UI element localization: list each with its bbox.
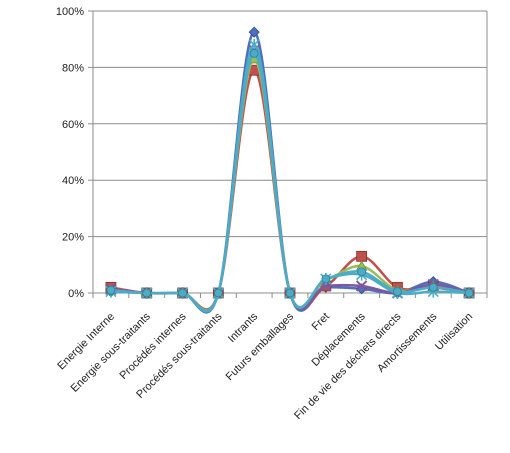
gridlines xyxy=(93,10,487,294)
data-point xyxy=(356,250,368,262)
data-point xyxy=(357,267,367,277)
data-point xyxy=(178,288,187,298)
x-tick-label: Utilisation xyxy=(433,311,475,353)
series-1 xyxy=(105,26,475,314)
y-tick-label: 60% xyxy=(62,119,84,131)
data-point xyxy=(428,282,438,292)
data-point xyxy=(142,288,152,298)
series-layer xyxy=(105,26,475,314)
data-point xyxy=(285,288,295,298)
data-point xyxy=(249,48,259,58)
axes xyxy=(88,10,488,298)
series-line xyxy=(110,49,470,313)
series-6 xyxy=(106,48,474,312)
y-tick-label: 0% xyxy=(68,288,84,300)
y-tick-labels: 0% 20% 40% 60% 80% 100% xyxy=(56,6,84,300)
data-point xyxy=(464,288,474,298)
series-4 xyxy=(105,44,475,313)
series-line xyxy=(110,43,470,313)
y-tick-label: 80% xyxy=(62,62,84,74)
data-point xyxy=(248,26,260,38)
x-tick-label: Fret xyxy=(310,311,332,333)
x-tick-label: Procédés internes xyxy=(117,310,189,382)
data-point xyxy=(355,280,368,292)
data-point xyxy=(248,38,260,51)
y-tick-label: 20% xyxy=(62,232,84,244)
series-line xyxy=(110,52,470,312)
x-tick-label: Intrants xyxy=(226,310,261,345)
y-tick-label: 40% xyxy=(62,175,84,187)
x-tick-label: Futurs emballages xyxy=(224,310,297,383)
series-line xyxy=(110,68,470,311)
series-2 xyxy=(105,64,475,311)
series-5 xyxy=(105,38,475,313)
series-line xyxy=(110,30,470,314)
series-3 xyxy=(105,53,475,312)
data-point xyxy=(213,288,223,298)
data-point xyxy=(106,285,116,295)
data-point xyxy=(393,287,402,296)
y-tick-label: 100% xyxy=(56,6,84,18)
data-point xyxy=(321,274,331,284)
series-line xyxy=(110,57,470,312)
